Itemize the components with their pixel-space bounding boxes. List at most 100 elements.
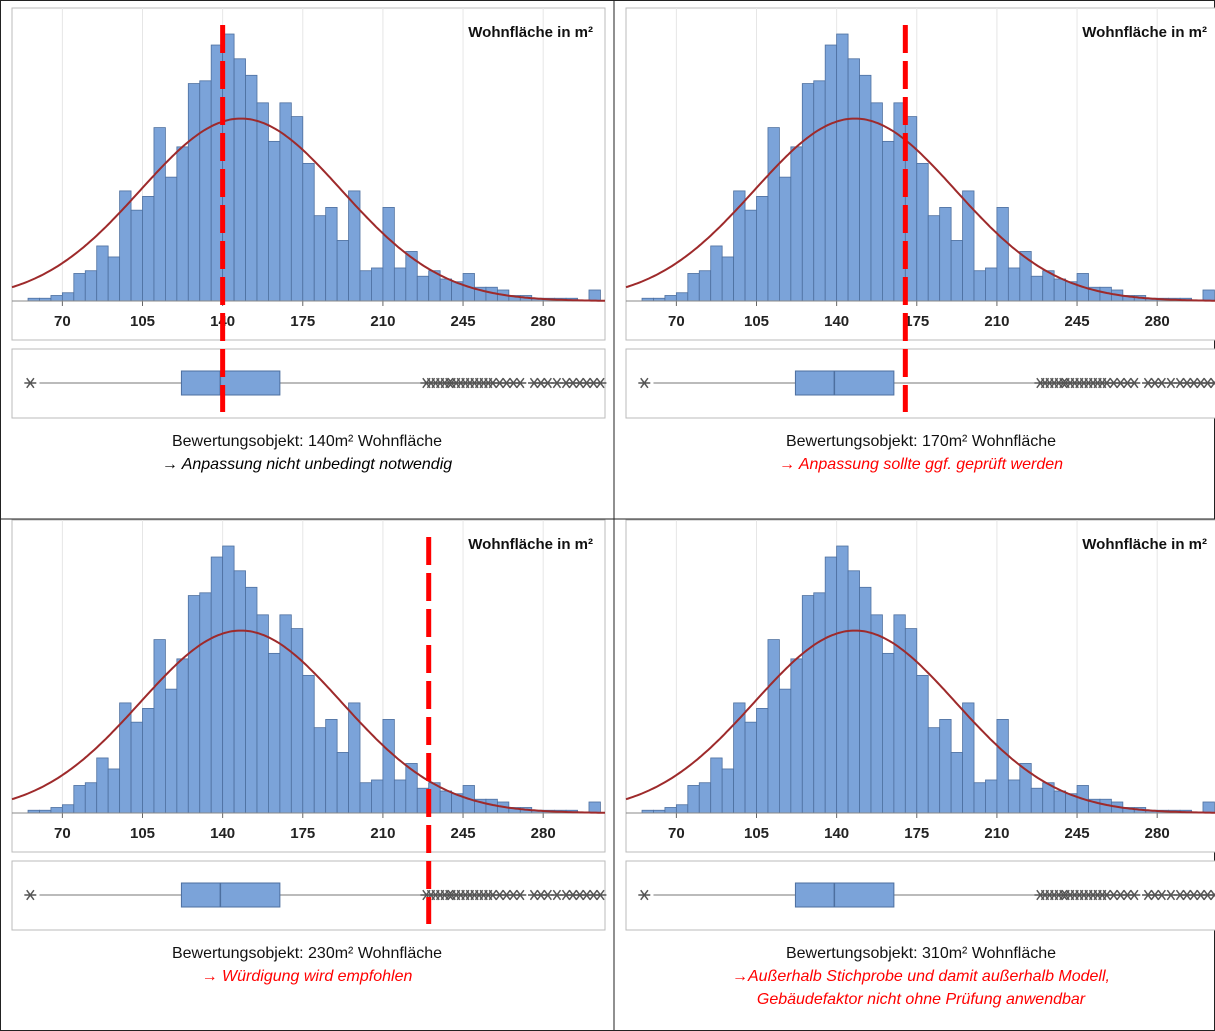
outlier bbox=[594, 889, 607, 901]
x-tick-label: 245 bbox=[1065, 825, 1090, 842]
bar bbox=[371, 779, 384, 814]
bar bbox=[359, 782, 372, 814]
outlier bbox=[514, 889, 527, 901]
bar bbox=[176, 146, 189, 302]
normal-curve bbox=[11, 629, 605, 814]
bar bbox=[61, 804, 75, 814]
bar bbox=[199, 592, 212, 814]
caption-note: Gebäudefaktor nicht ohne Prüfung anwendb… bbox=[757, 991, 1086, 1008]
x-tick-label: 175 bbox=[290, 825, 315, 842]
bar bbox=[927, 727, 941, 814]
bar bbox=[950, 240, 963, 302]
outlier bbox=[24, 377, 37, 389]
x-tick-label: 140 bbox=[824, 313, 849, 330]
x-tick-label: 175 bbox=[904, 825, 929, 842]
bar bbox=[130, 209, 143, 302]
bar bbox=[847, 570, 860, 814]
x-tick-label: 280 bbox=[1145, 825, 1170, 842]
bar bbox=[233, 58, 246, 302]
bar bbox=[973, 270, 986, 302]
bar bbox=[313, 727, 327, 814]
bar bbox=[153, 127, 166, 302]
x-tick-label: 140 bbox=[824, 825, 849, 842]
x-tick-label: 210 bbox=[370, 313, 395, 330]
bar bbox=[107, 256, 121, 302]
bar bbox=[268, 652, 281, 814]
bar bbox=[675, 804, 689, 814]
bar bbox=[130, 721, 143, 814]
bar bbox=[393, 267, 407, 302]
bar bbox=[801, 595, 815, 814]
bar bbox=[61, 292, 75, 302]
bar bbox=[698, 782, 712, 814]
bar bbox=[779, 176, 792, 302]
bar bbox=[1053, 278, 1066, 302]
bar bbox=[96, 757, 109, 814]
bar bbox=[916, 162, 929, 302]
outlier bbox=[1128, 889, 1141, 901]
bar bbox=[779, 688, 792, 814]
bar bbox=[588, 801, 601, 814]
caption-note: → Würdigung wird empfohlen bbox=[202, 968, 413, 985]
bar bbox=[393, 779, 407, 814]
normal-curve bbox=[625, 629, 1215, 814]
bar bbox=[439, 278, 452, 302]
axis-label: Wohnfläche in m² bbox=[1082, 536, 1207, 553]
outlier bbox=[514, 377, 527, 389]
bar bbox=[256, 614, 269, 814]
bar bbox=[824, 556, 838, 814]
bar bbox=[245, 586, 258, 814]
bar bbox=[744, 209, 757, 302]
bar bbox=[721, 256, 735, 302]
bar bbox=[687, 273, 700, 302]
bar bbox=[813, 80, 826, 302]
x-tick-label: 280 bbox=[1145, 313, 1170, 330]
bar bbox=[73, 273, 86, 302]
bar bbox=[1202, 289, 1215, 302]
bar bbox=[859, 74, 872, 302]
bar bbox=[142, 708, 155, 814]
bar bbox=[176, 658, 189, 814]
outlier bbox=[638, 377, 651, 389]
bar bbox=[882, 140, 895, 302]
bar bbox=[675, 292, 689, 302]
outlier bbox=[638, 889, 651, 901]
bar bbox=[336, 752, 349, 814]
caption: Bewertungsobjekt: 230m² Wohnfläche bbox=[172, 945, 442, 962]
bar bbox=[84, 270, 98, 302]
x-tick-label: 175 bbox=[904, 313, 929, 330]
bar bbox=[588, 289, 601, 302]
bar bbox=[165, 176, 178, 302]
x-tick-label: 70 bbox=[54, 313, 71, 330]
axis-label: Wohnfläche in m² bbox=[1082, 24, 1207, 41]
caption-note: → Anpassung nicht unbedingt notwendig bbox=[162, 456, 452, 473]
outlier bbox=[1208, 889, 1215, 901]
bar bbox=[1202, 801, 1215, 814]
bar bbox=[222, 545, 235, 814]
bar bbox=[96, 245, 109, 302]
bar bbox=[790, 146, 803, 302]
x-tick-label: 105 bbox=[744, 313, 769, 330]
caption: Bewertungsobjekt: 140m² Wohnfläche bbox=[172, 433, 442, 450]
bar bbox=[313, 215, 327, 302]
normal-curve bbox=[11, 117, 605, 302]
bar bbox=[302, 162, 315, 302]
bar bbox=[996, 207, 1009, 302]
bar bbox=[325, 719, 338, 814]
bar bbox=[416, 275, 430, 302]
bar bbox=[165, 688, 178, 814]
bar bbox=[824, 44, 838, 302]
bar bbox=[985, 267, 998, 302]
bar bbox=[939, 207, 952, 302]
bar bbox=[836, 545, 849, 814]
bar bbox=[245, 74, 258, 302]
bar bbox=[870, 102, 883, 302]
x-tick-label: 210 bbox=[984, 313, 1009, 330]
bar bbox=[187, 595, 201, 814]
outlier bbox=[1208, 377, 1215, 389]
